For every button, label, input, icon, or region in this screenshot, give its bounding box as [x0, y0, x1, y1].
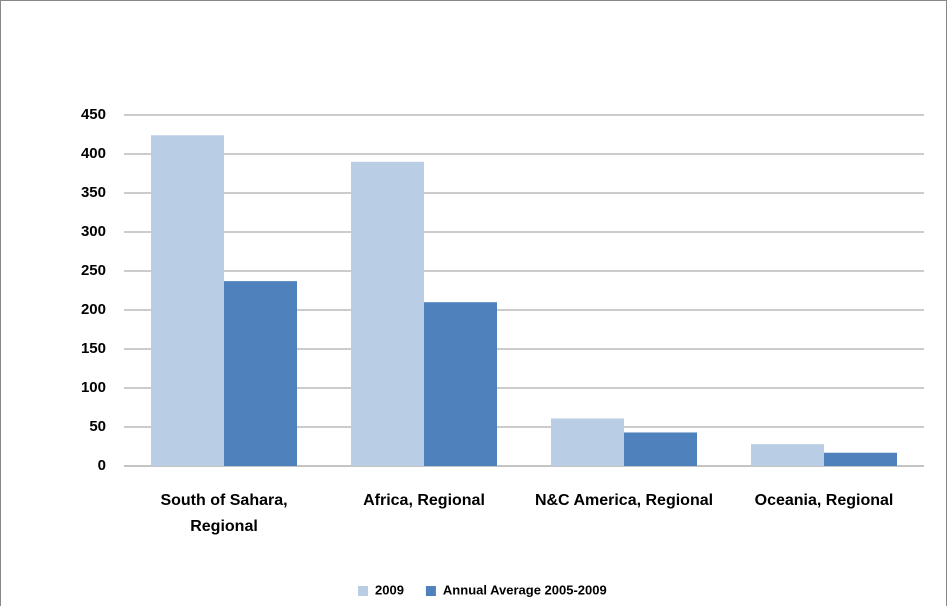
bar — [824, 452, 897, 466]
legend-label: 2009 — [375, 582, 404, 597]
y-tick-label: 0 — [98, 457, 106, 474]
y-tick-label: 50 — [89, 418, 106, 435]
y-tick-label: 100 — [81, 379, 106, 396]
bar — [624, 432, 697, 466]
bar — [551, 418, 624, 466]
y-tick-label: 450 — [81, 106, 106, 123]
x-tick-label: Africa, Regional — [363, 492, 485, 509]
x-tick-label: Oceania, Regional — [754, 492, 894, 509]
legend-swatch — [358, 586, 368, 596]
bar — [224, 281, 297, 466]
x-tick-label: N&C America, Regional — [534, 492, 714, 509]
bar — [151, 135, 224, 466]
legend-swatch — [425, 586, 436, 596]
bar — [751, 444, 824, 466]
y-tick-label: 150 — [81, 340, 106, 357]
x-tick-label: South of Sahara, Regional — [160, 492, 288, 535]
y-tick-label: 400 — [81, 145, 106, 162]
y-tick-label: 200 — [81, 301, 106, 318]
y-tick-label: 300 — [81, 223, 106, 240]
y-tick-label: 350 — [81, 184, 106, 201]
bar — [424, 302, 497, 466]
legend-label: Annual Average 2005-2009 — [443, 582, 607, 597]
bar — [351, 161, 424, 467]
y-tick-label: 250 — [81, 262, 106, 279]
